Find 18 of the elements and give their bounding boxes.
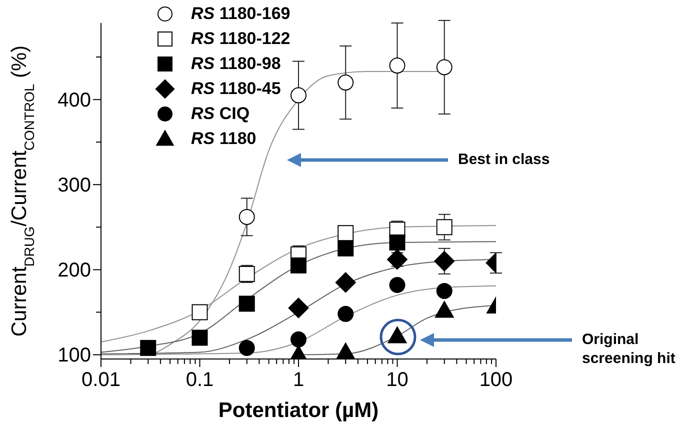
- legend-label: RS 1180-122: [191, 28, 290, 50]
- x-tick-label: 10: [386, 369, 408, 391]
- text: Original screening hit: [582, 330, 676, 368]
- annotation: Best in class: [458, 150, 551, 169]
- x-tick-label: 0.01: [82, 369, 120, 391]
- legend-label: RS 1180-169: [191, 3, 290, 25]
- x-tick-label: 100: [479, 369, 513, 391]
- y-tick-label: 100: [58, 344, 91, 367]
- y-tick-label: 200: [58, 260, 91, 282]
- y-tick-label: 400: [58, 90, 91, 112]
- legend-label: RS CIQ: [191, 103, 250, 125]
- legend-label: RS 1180-98: [191, 53, 281, 75]
- x-tick-label: 1: [292, 369, 304, 391]
- x-tick-label: 0.1: [186, 369, 214, 391]
- x-axis-title: Potentiator (µM): [218, 399, 379, 422]
- legend-label: RS 1180: [191, 128, 256, 150]
- legend-label: RS 1180-45: [191, 78, 281, 100]
- y-tick-label: 300: [58, 174, 91, 197]
